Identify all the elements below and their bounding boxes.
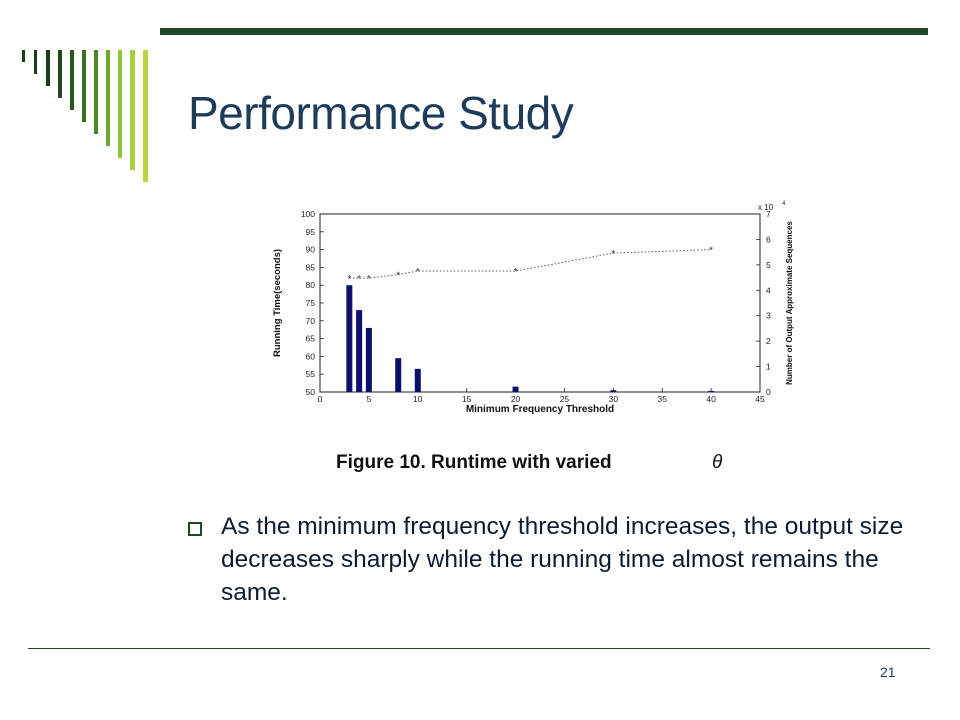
- x-tick-label: 0: [318, 394, 323, 404]
- y-tick-label: 60: [306, 351, 316, 361]
- y2-tick-label: 0: [766, 387, 771, 397]
- line-point-marker: *: [396, 271, 400, 282]
- x-tick-label: 5: [367, 394, 372, 404]
- x-tick-label: 10: [413, 394, 423, 404]
- bar: [365, 327, 372, 392]
- y-tick-label: 50: [306, 387, 316, 397]
- figure-caption: Figure 10. Runtime with varied: [336, 452, 612, 473]
- y2-tick-label: 7: [766, 209, 771, 219]
- x-tick-label: 30: [609, 394, 619, 404]
- y2-tick-label: 6: [766, 234, 771, 244]
- page-number: 21: [880, 664, 896, 680]
- x-tick-label: 40: [706, 394, 716, 404]
- y-tick-label: 95: [306, 227, 316, 237]
- bullet-square-icon: [188, 522, 202, 536]
- bar: [610, 390, 617, 392]
- line-point-marker: *: [357, 274, 361, 285]
- y2-tick-label: 3: [766, 311, 771, 321]
- line-point-marker: *: [709, 246, 713, 257]
- y-tick-label: 90: [306, 245, 316, 255]
- slide-title: Performance Study: [188, 87, 574, 139]
- y2-axis-label: Number of Output Approximate Sequences: [785, 221, 794, 385]
- x-tick-label: 35: [657, 394, 667, 404]
- bullet-text: As the minimum frequency threshold incre…: [221, 513, 904, 606]
- y-tick-label: 70: [306, 316, 316, 326]
- x-axis-label: Minimum Frequency Threshold: [466, 404, 614, 415]
- line-point-marker: *: [367, 274, 371, 285]
- top-accent-bar: [160, 28, 928, 35]
- x-tick-label: 25: [560, 394, 570, 404]
- bar: [356, 310, 363, 392]
- y-tick-label: 80: [306, 280, 316, 290]
- series-line: [349, 249, 712, 279]
- x-tick-label: 15: [462, 394, 472, 404]
- x-tick-label: 45: [755, 394, 765, 404]
- y-tick-label: 65: [306, 334, 316, 344]
- footer-rule: [28, 648, 930, 649]
- y2-exponent: 4: [782, 201, 786, 207]
- y-tick-label: 75: [306, 298, 316, 308]
- plot-frame: [319, 213, 761, 393]
- bar: [395, 358, 402, 392]
- decorative-stripes: [22, 50, 148, 182]
- line-point-marker: *: [514, 267, 518, 278]
- figure-caption-symbol: θ: [712, 452, 723, 473]
- y2-multiplier: x 10: [758, 203, 774, 212]
- y2-tick-label: 5: [766, 260, 771, 270]
- y2-tick-label: 1: [766, 362, 771, 372]
- line-point-marker: *: [347, 274, 351, 285]
- y2-tick-label: 4: [766, 285, 771, 295]
- bar: [346, 285, 353, 392]
- figure-image: 50 55 60 65 70 75 80 85 90 95 100 0 1 2 3 4 5 6 7 0 5 10 15 20 2…: [264, 196, 802, 486]
- bar: [512, 386, 519, 392]
- line-point-marker: *: [416, 267, 420, 278]
- bar: [708, 390, 715, 392]
- x-tick-label: 20: [511, 394, 521, 404]
- y-tick-label: 85: [306, 262, 316, 272]
- y-tick-label: 100: [301, 209, 315, 219]
- bar: [414, 368, 421, 392]
- line-point-marker: *: [611, 249, 615, 260]
- y2-tick-label: 2: [766, 336, 771, 346]
- y-tick-label: 55: [306, 369, 316, 379]
- y-axis-label: Running Time(seconds): [272, 249, 283, 357]
